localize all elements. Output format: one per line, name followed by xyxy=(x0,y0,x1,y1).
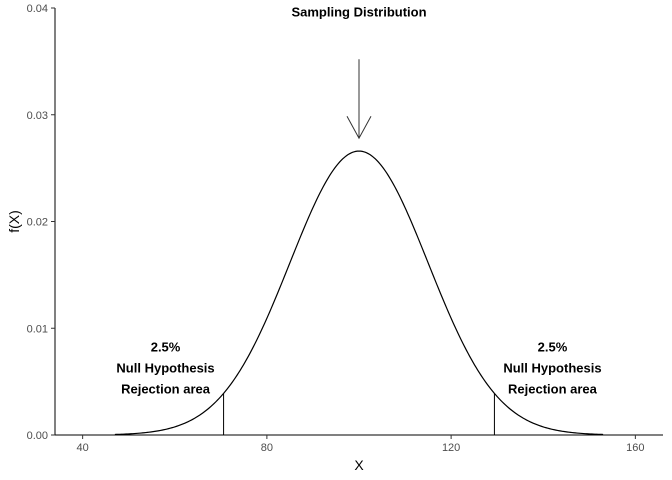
plot-area xyxy=(114,59,604,436)
y-tick-label: 0.01 xyxy=(27,323,48,335)
x-axis-title: X xyxy=(354,457,364,473)
y-tick-label: 0.03 xyxy=(27,110,48,122)
annotation-text: Sampling Distribution xyxy=(291,5,426,20)
annotation-text: Null Hypothesis xyxy=(503,361,601,376)
y-tick-label: 0.00 xyxy=(27,430,48,442)
x-tick-label: 160 xyxy=(626,442,644,454)
annotation-text: 2.5% xyxy=(538,340,568,355)
y-tick-label: 0.04 xyxy=(27,3,48,15)
annotation-text: Rejection area xyxy=(508,382,598,397)
density-curve xyxy=(114,150,604,436)
annotation-text: 2.5% xyxy=(151,340,181,355)
y-axis-title: f(X) xyxy=(6,210,22,233)
x-tick-label: 120 xyxy=(442,442,460,454)
y-tick-label: 0.02 xyxy=(27,217,48,229)
x-tick-label: 80 xyxy=(261,442,273,454)
annotation-text: Null Hypothesis xyxy=(116,361,214,376)
x-tick-label: 40 xyxy=(77,442,89,454)
axes: 40 80 120 160 0.00 0.01 0.02 0.03 0.04 Xf(X) xyxy=(6,3,663,473)
annotation-text: Rejection area xyxy=(121,382,211,397)
annotations: Sampling Distribution 2.5% Null Hypothesis… xyxy=(116,5,601,397)
arrow-head xyxy=(346,115,372,140)
